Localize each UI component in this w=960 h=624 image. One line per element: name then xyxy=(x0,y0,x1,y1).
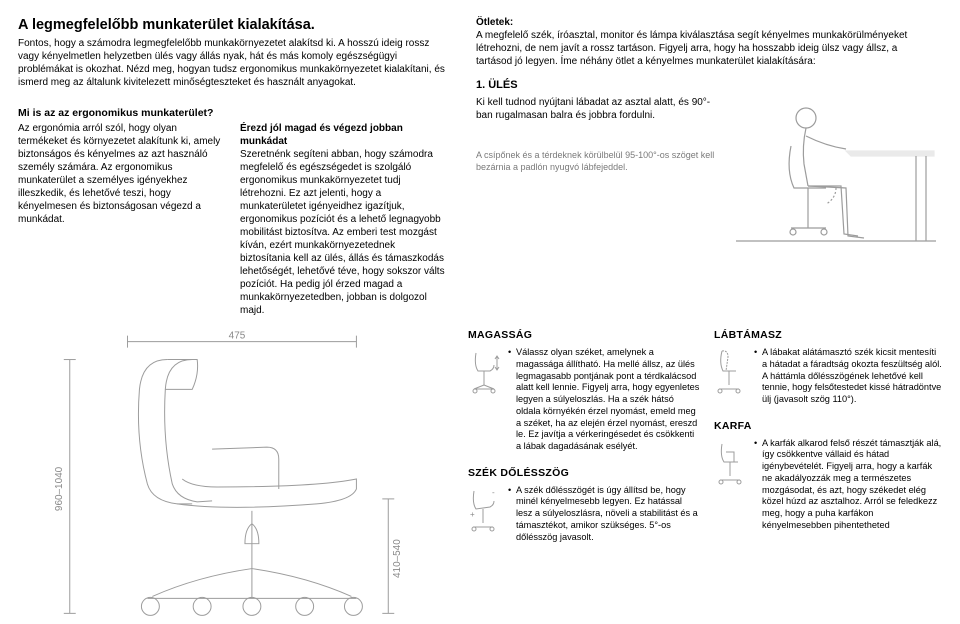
subhead-feel-good: Érezd jól magad és végezd jobban munkáda… xyxy=(240,123,403,147)
svg-text:-: - xyxy=(492,488,495,497)
chair-height-icon xyxy=(468,347,500,395)
tip-footrest-text: A lábakat alátámasztó szék kicsit mentes… xyxy=(754,347,942,406)
tip-armrest-text: A karfák alkarod felső részét támasztják… xyxy=(754,438,942,532)
tips-intro: Ötletek: A megfelelő szék, íróasztal, mo… xyxy=(476,16,936,68)
tip-height-title: MAGASSÁG xyxy=(468,329,700,343)
chair-tilt-icon: +- xyxy=(468,485,500,533)
sitting-diagram xyxy=(736,96,936,246)
svg-text:960–1040: 960–1040 xyxy=(54,467,65,512)
chair-dimensions-diagram: 475 960–1040 410–540 xyxy=(18,329,446,624)
svg-text:475: 475 xyxy=(229,331,246,342)
sitting-note: A csípőnek és a térdeknek körülbelül 95-… xyxy=(476,150,722,173)
sitting-text: Ki kell tudnod nyújtani lábadat az aszta… xyxy=(476,96,722,122)
intro-text: Fontos, hogy a számodra legmegfelelőbb m… xyxy=(18,37,448,89)
chair-footrest-icon xyxy=(714,347,746,395)
tip-footrest-title: LÁBTÁMASZ xyxy=(714,329,942,343)
tip-armrest-title: KARFA xyxy=(714,420,942,434)
page-title: A legmegfelelőbb munkaterület kialakítás… xyxy=(18,16,448,35)
svg-text:410–540: 410–540 xyxy=(392,539,403,578)
chair-armrest-icon xyxy=(714,438,746,486)
tip-height-text: Válassz olyan széket, amelynek a magassá… xyxy=(508,347,700,453)
svg-text:+: + xyxy=(470,510,475,519)
subhead-ergonomic: Mi is az az ergonomikus munkaterület? xyxy=(18,107,448,121)
tip-tilt-text: A szék dőlésszögét is úgy állítsd be, ho… xyxy=(508,485,700,544)
tip-tilt-title: SZÉK DŐLÉSSZÖG xyxy=(468,467,700,481)
two-column-text: Az ergonómia arról szól, hogy olyan term… xyxy=(18,122,448,317)
section-1-title: 1. ÜLÉS xyxy=(476,78,936,92)
